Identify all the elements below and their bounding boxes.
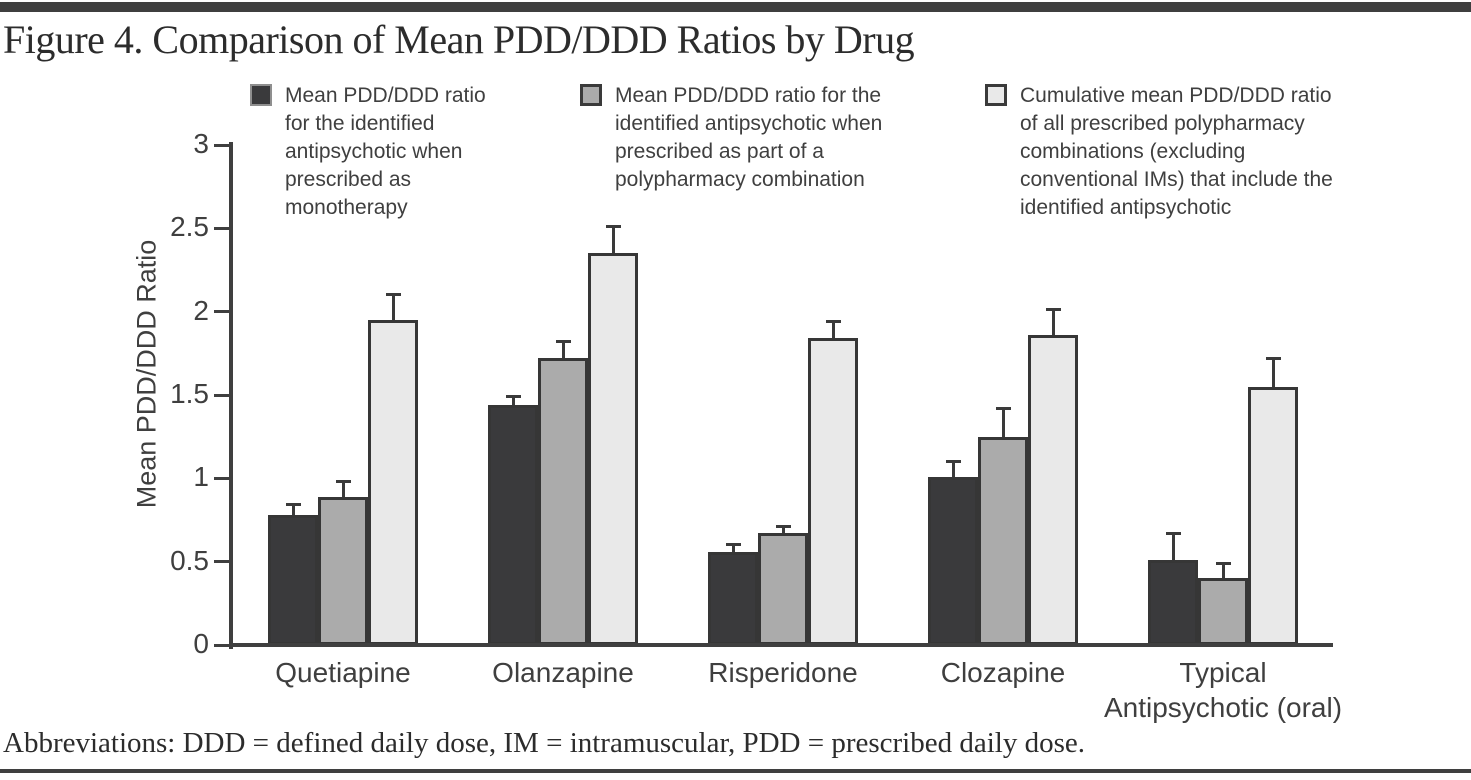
y-tick-label: 3 (193, 128, 209, 159)
legend-swatch-light-icon (985, 84, 1007, 106)
y-tick (214, 560, 229, 564)
error-bar-cap (1165, 531, 1181, 535)
y-tick (214, 143, 229, 147)
bar (758, 533, 808, 645)
y-tick-label: 1.5 (170, 378, 209, 409)
error-bar-cap (1265, 356, 1281, 360)
bar (708, 551, 758, 645)
bar (488, 405, 538, 645)
bar (808, 338, 858, 645)
y-tick (214, 643, 229, 647)
category-label: Clozapine (940, 657, 1066, 688)
legend-label: Mean PDD/DDD ratio for the identified an… (285, 84, 486, 219)
y-tick-label: 0 (193, 628, 209, 659)
error-bar-cap (555, 340, 571, 343)
error-bar-stem (1171, 531, 1175, 563)
error-bar-stem (391, 293, 395, 323)
legend-item-cumulative: Cumulative mean PDD/DDD ratio of all pre… (985, 82, 1350, 222)
error-bar-cap (825, 320, 841, 323)
error-bar-stem (611, 225, 615, 257)
figure-title: Figure 4. Comparison of Mean PDD/DDD Rat… (3, 17, 915, 62)
error-bar-stem (1271, 356, 1275, 390)
error-bar-cap (945, 460, 961, 463)
bar (978, 436, 1028, 645)
error-bar-stem (561, 340, 565, 362)
error-bar-stem (951, 460, 955, 480)
legend-label: Cumulative mean PDD/DDD ratio of all pre… (1020, 84, 1333, 219)
error-bar-cap (385, 293, 401, 297)
error-bar-stem (291, 503, 295, 518)
legend-item-polypharmacy: Mean PDD/DDD ratio for the identified an… (580, 82, 927, 194)
bar (1028, 335, 1078, 645)
error-bar-stem (1051, 308, 1055, 338)
bar (368, 320, 418, 645)
bar (1198, 578, 1248, 645)
bottom-divider-bar (0, 769, 1471, 773)
category-label: Olanzapine (492, 657, 634, 688)
error-bar-cap (335, 480, 351, 483)
y-tick (214, 310, 229, 314)
top-divider-bar (0, 2, 1471, 12)
error-bar-stem (731, 543, 735, 555)
x-axis-line (229, 643, 1333, 647)
error-bar-cap (775, 525, 791, 528)
error-bar-cap (725, 543, 741, 547)
bar (1148, 560, 1198, 645)
error-bar-cap (285, 503, 301, 507)
bar (1248, 386, 1298, 645)
error-bar-stem (831, 320, 835, 342)
legend-item-monotherapy: Mean PDD/DDD ratio for the identified an… (250, 82, 503, 222)
bar (268, 515, 318, 645)
category-label: Quetiapine (275, 657, 411, 688)
y-tick-label: 2.5 (170, 211, 209, 243)
legend-label: Mean PDD/DDD ratio for the identified an… (615, 84, 883, 191)
y-tick (214, 226, 229, 230)
error-bar-cap (1045, 308, 1061, 312)
error-bar-stem (781, 525, 785, 537)
y-tick (214, 393, 229, 397)
bar (538, 358, 588, 645)
y-tick-label: 0.5 (170, 544, 209, 576)
bar (318, 496, 368, 645)
category-label: Typical Antipsychotic (oral) (1103, 657, 1343, 723)
error-bar-cap (505, 395, 521, 398)
y-tick-label: 2 (193, 294, 209, 326)
y-tick-label: 1 (193, 461, 209, 493)
error-bar-stem (1221, 561, 1225, 582)
category-label: Risperidone (708, 657, 858, 688)
legend-swatch-gray-icon (580, 84, 602, 106)
y-axis-line (229, 142, 233, 649)
bar (588, 253, 638, 645)
plot-area: 0 0.5 1 1.5 2 2.5 3 Quetiapine Olanzapine Risperi… (170, 128, 1342, 723)
bar (928, 476, 978, 645)
y-tick (214, 476, 229, 480)
error-bar-cap (995, 406, 1011, 410)
error-bar-stem (511, 395, 515, 408)
error-bar-stem (1001, 406, 1005, 440)
legend-swatch-dark-icon (250, 84, 272, 106)
error-bar-stem (341, 480, 345, 500)
error-bar-cap (605, 225, 621, 228)
abbreviations-note: Abbreviations: DDD = defined daily dose,… (3, 727, 1086, 759)
error-bar-cap (1215, 561, 1231, 565)
